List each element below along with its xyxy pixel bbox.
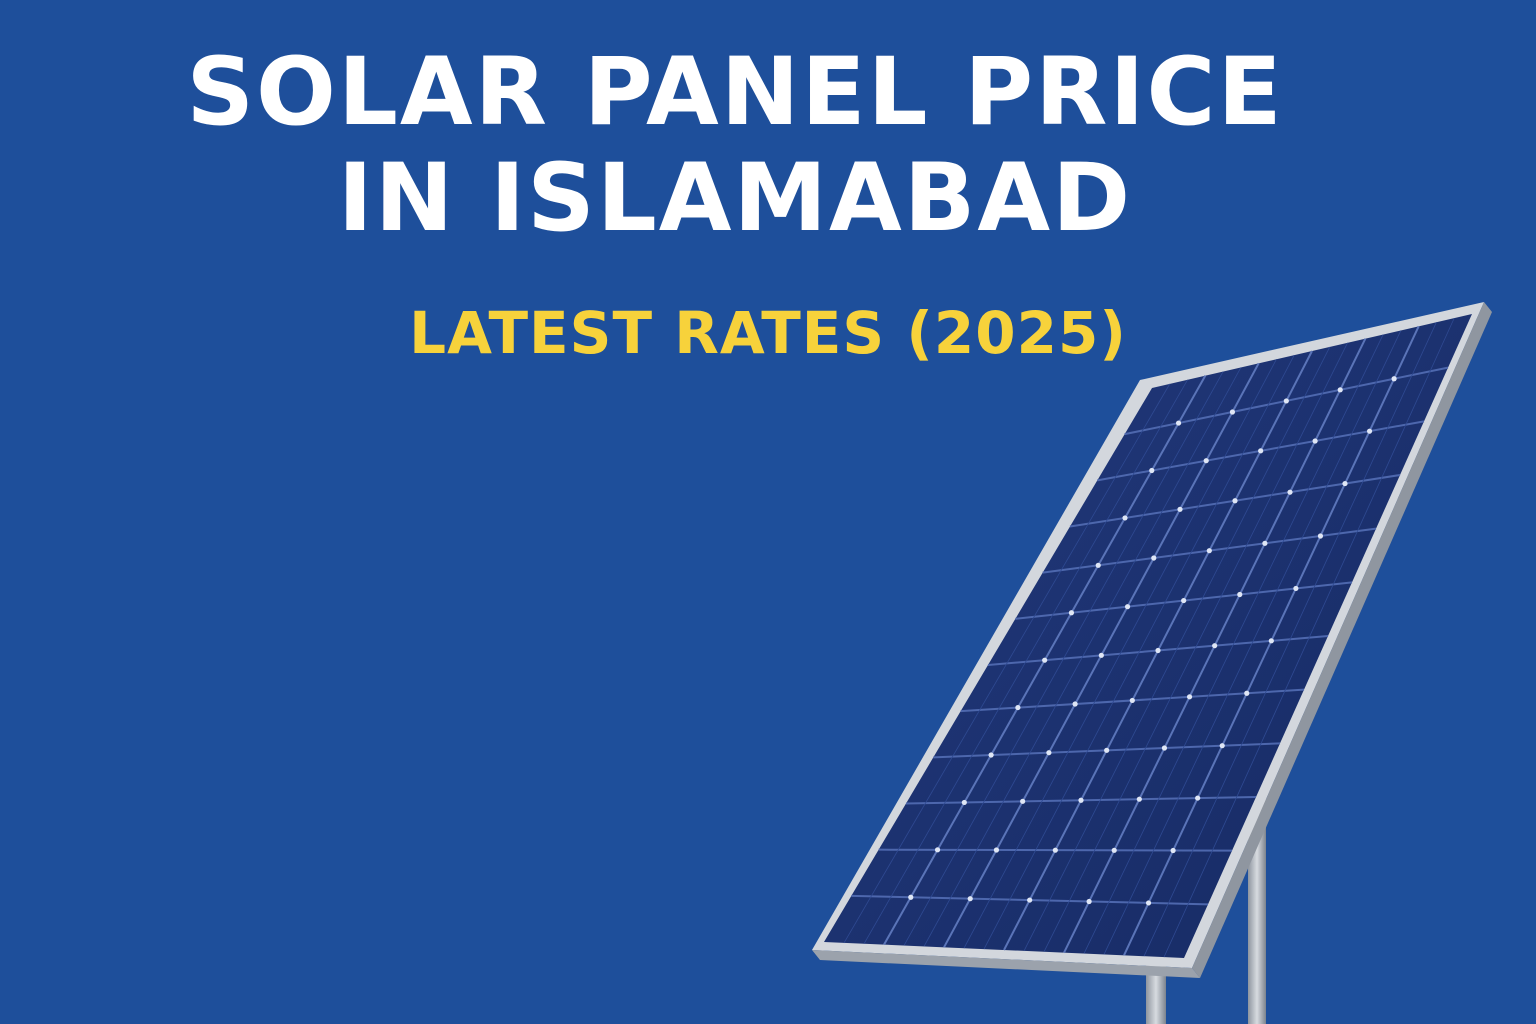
panel-cell-dot [988, 752, 994, 758]
panel-cell-dot [1020, 798, 1026, 804]
panel-cell-dot [1391, 376, 1397, 382]
panel-column-line [1143, 322, 1437, 957]
panel-cell-dot [1068, 610, 1075, 616]
panel-cell-dot [1283, 398, 1289, 404]
panel-cell-dot [1293, 585, 1299, 592]
panel-column-line [863, 379, 1188, 944]
panel-cells [824, 314, 1472, 958]
panel-cell-dot [1212, 643, 1218, 649]
panel-column-line [923, 367, 1242, 947]
panel-cell-dot [993, 847, 1000, 853]
panel-column-line [983, 354, 1295, 950]
panel-cell-dot [1186, 694, 1193, 700]
panel-cell-dot [1052, 847, 1058, 853]
panel-cell-dot [1312, 438, 1318, 444]
panel-cell-dot [934, 847, 941, 853]
panel-column-line [843, 383, 1171, 944]
panel-cell-dot [908, 894, 914, 900]
panel-cell-dot [1229, 409, 1236, 415]
panel-cell-dot [1086, 898, 1092, 905]
panel-cell-dot [1175, 420, 1182, 426]
panel-cell-dot [1046, 750, 1052, 756]
panel-cell-dot [1155, 647, 1161, 654]
panel-cell-dot [1317, 533, 1324, 539]
panel-cell-dot [1129, 697, 1135, 704]
panel-cell-dot [1287, 489, 1293, 495]
panel-cell-dot [1258, 448, 1264, 454]
panel-cell-dot [1078, 797, 1084, 803]
panel-cell-dot [967, 896, 973, 902]
panel-column-line [1083, 334, 1384, 954]
panel-column-line [1103, 330, 1402, 955]
page-title: SOLAR PANEL PRICE IN ISLAMABAD [0, 40, 1470, 252]
panel-cell-dot [1195, 795, 1201, 801]
subtitle: LATEST RATES (2025) [409, 299, 1127, 367]
panel-cell-dot [1181, 597, 1187, 604]
panel-cell-dot [1151, 555, 1157, 561]
panel-cell-dot [1219, 743, 1225, 749]
panel-cell-dot [1342, 480, 1348, 487]
panel-column-line [1043, 342, 1348, 952]
panel-cell-dot [1237, 591, 1243, 598]
panel-cell-dot [1149, 467, 1155, 474]
panel-cell-dot [1042, 657, 1048, 663]
panel-cell-dot [1095, 562, 1101, 568]
panel-cell-dot [1232, 498, 1238, 504]
panel-cell-dot [1111, 847, 1117, 853]
panel-cell-dots [908, 376, 1397, 906]
panel-cell-dot [1136, 796, 1142, 802]
panel-cell-dot [1122, 515, 1128, 521]
panel-cell-dot [1027, 897, 1033, 903]
panel-cell-dot [1262, 540, 1268, 546]
panel-cell-dot [1337, 387, 1343, 393]
panel-column-line [903, 371, 1224, 946]
title-line-2: IN ISLAMABAD [337, 144, 1133, 253]
panel-cell-dot [1072, 701, 1078, 707]
panel-cell-dot [1244, 690, 1250, 696]
panel-cell-dot [1161, 745, 1168, 751]
panel-cell-dot [1098, 652, 1104, 658]
panel-cell-dot [1124, 604, 1131, 610]
panel-cell-dot [1366, 428, 1373, 434]
title-line-1: SOLAR PANEL PRICE [186, 38, 1284, 147]
panel-cell-dot [1203, 458, 1209, 464]
panel-column-line [1163, 317, 1455, 958]
panel-cell-dot [1206, 548, 1212, 554]
panel-column-line [1023, 346, 1331, 952]
panel-cell-dot [1177, 506, 1183, 512]
panel-cell-dot [961, 799, 967, 806]
panel-cell-dot [1104, 747, 1110, 753]
panel-cell-dot [1170, 847, 1176, 854]
panel-cell-dot [1145, 900, 1152, 906]
panel-column-line [963, 359, 1277, 949]
panel-cell-dot [1015, 704, 1021, 711]
panel-cell-dot [1268, 638, 1274, 644]
